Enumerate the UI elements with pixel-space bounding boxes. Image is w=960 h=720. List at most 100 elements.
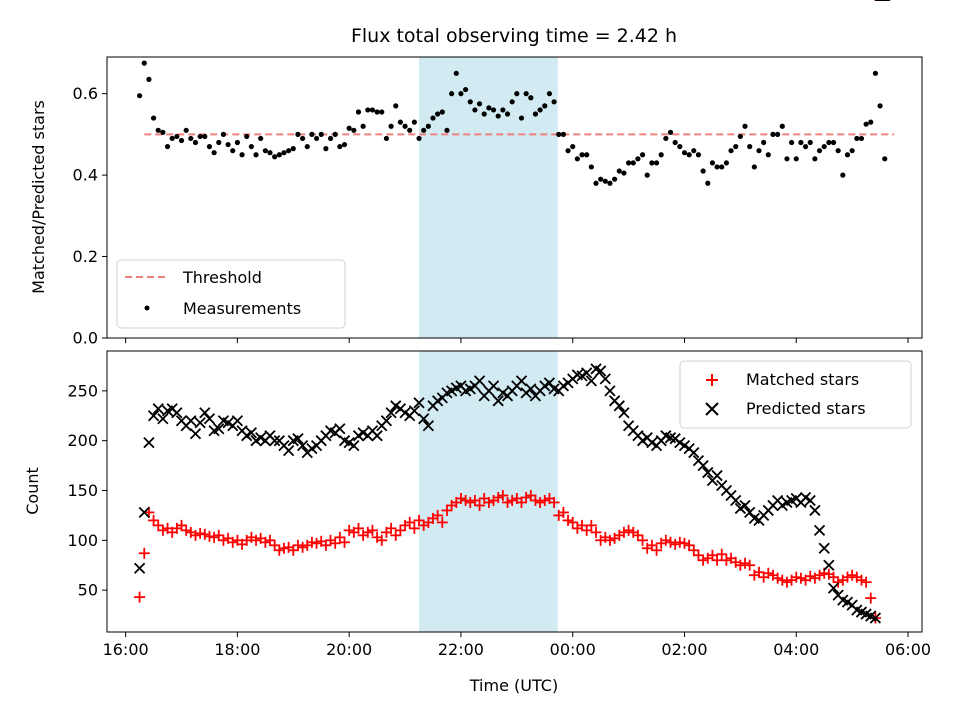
measurement-point bbox=[872, 70, 879, 76]
measurement-point bbox=[262, 148, 268, 154]
matched-point bbox=[138, 547, 150, 559]
predicted-point bbox=[613, 400, 625, 412]
predicted-point bbox=[809, 504, 821, 517]
matched-point bbox=[637, 534, 649, 546]
measurement-point bbox=[286, 148, 292, 154]
measurement-point bbox=[719, 164, 725, 170]
matched-point bbox=[506, 494, 518, 506]
matched-point bbox=[665, 536, 677, 548]
predicted-point bbox=[157, 413, 169, 425]
measurement-point bbox=[756, 148, 762, 154]
measurement-point bbox=[863, 121, 869, 127]
matched-point bbox=[269, 539, 281, 551]
top-shaded-region bbox=[419, 57, 558, 338]
top-y-axis-label: Matched/Predicted stars bbox=[29, 100, 48, 294]
measurement-point bbox=[341, 141, 348, 148]
legend-threshold-label: Threshold bbox=[182, 268, 262, 287]
matched-point bbox=[157, 524, 169, 536]
measurement-point bbox=[476, 101, 483, 107]
predicted-point bbox=[413, 397, 425, 409]
matched-point bbox=[329, 537, 341, 549]
predicted-point bbox=[515, 375, 528, 387]
predicted-point bbox=[143, 437, 155, 449]
matched-point bbox=[189, 529, 201, 541]
measurement-point bbox=[751, 164, 757, 170]
measurement-point bbox=[747, 143, 753, 150]
measurement-point bbox=[570, 143, 576, 150]
measurement-point bbox=[584, 152, 590, 158]
matched-point bbox=[148, 514, 160, 526]
measurement-point bbox=[686, 152, 692, 158]
y-tick-label: 50 bbox=[78, 581, 98, 600]
measurement-point bbox=[602, 178, 608, 184]
measurement-point bbox=[346, 125, 352, 131]
bottom-axes-frame bbox=[106, 350, 923, 633]
matched-point bbox=[529, 494, 541, 506]
measurement-point bbox=[663, 135, 669, 142]
measurement-point bbox=[337, 143, 343, 150]
measurement-point bbox=[202, 133, 208, 140]
predicted-point bbox=[213, 423, 225, 435]
predicted-point bbox=[147, 410, 160, 422]
measurement-point bbox=[705, 180, 711, 186]
matched-point bbox=[762, 567, 774, 579]
matched-point bbox=[413, 514, 425, 526]
measurement-point bbox=[518, 115, 525, 121]
x-tick-label: 02:00 bbox=[661, 640, 707, 659]
matched-point bbox=[562, 514, 574, 526]
matched-point bbox=[683, 539, 695, 551]
measurement-point bbox=[681, 150, 688, 156]
measurement-point bbox=[300, 135, 306, 142]
measurement-point bbox=[351, 127, 357, 133]
matched-point bbox=[739, 557, 751, 569]
matched-point bbox=[264, 534, 276, 546]
matched-point bbox=[278, 542, 290, 554]
measurement-point bbox=[192, 139, 199, 146]
matched-point bbox=[376, 534, 388, 546]
matched-point bbox=[492, 491, 504, 503]
matched-point bbox=[464, 496, 476, 508]
measurement-point bbox=[313, 135, 320, 142]
matched-point bbox=[297, 541, 309, 553]
measurement-point bbox=[160, 129, 166, 135]
measurement-point bbox=[332, 131, 338, 137]
matched-point bbox=[525, 489, 537, 501]
legend-measurements-label: Measurements bbox=[183, 299, 301, 318]
measurement-point bbox=[812, 156, 818, 162]
measurement-point bbox=[295, 131, 301, 137]
measurement-point bbox=[137, 93, 143, 99]
bottom-data-marks bbox=[133, 0, 891, 624]
matched-point bbox=[460, 494, 472, 506]
measurement-point bbox=[723, 160, 730, 166]
matched-point bbox=[776, 574, 788, 586]
y-tick-label: 0.2 bbox=[73, 247, 98, 266]
top-legend-box bbox=[116, 259, 346, 329]
predicted-point bbox=[189, 428, 202, 440]
measurement-point bbox=[393, 103, 399, 109]
bottom-x-axis: 16:00 18:00 20:00 22:00 00:00 02:00 04:00 06:00 bbox=[103, 632, 931, 659]
matched-point bbox=[152, 519, 164, 531]
matched-point bbox=[753, 566, 765, 578]
measurement-point bbox=[304, 143, 310, 150]
measurement-point bbox=[220, 131, 227, 137]
legend-matched-label: Matched stars bbox=[746, 370, 859, 389]
measurement-point bbox=[234, 139, 240, 146]
measurement-point bbox=[183, 127, 189, 133]
measurement-point bbox=[644, 172, 650, 178]
predicted-point bbox=[203, 413, 216, 425]
matched-point bbox=[432, 509, 444, 521]
x-axis-label: Time (UTC) bbox=[469, 676, 558, 695]
measurement-point bbox=[453, 70, 459, 76]
measurement-point bbox=[369, 107, 376, 113]
matched-point bbox=[618, 526, 630, 538]
matched-point bbox=[781, 576, 793, 588]
y-tick-label: 250 bbox=[67, 381, 98, 400]
measurement-point bbox=[272, 154, 278, 160]
measurement-point bbox=[481, 111, 487, 117]
measurement-point bbox=[449, 91, 455, 97]
measurement-point bbox=[537, 107, 543, 113]
top-y-axis: 0.0 0.2 0.4 0.6 bbox=[73, 84, 107, 348]
predicted-point bbox=[371, 430, 383, 442]
matched-point bbox=[176, 519, 188, 531]
matched-point bbox=[213, 529, 225, 541]
